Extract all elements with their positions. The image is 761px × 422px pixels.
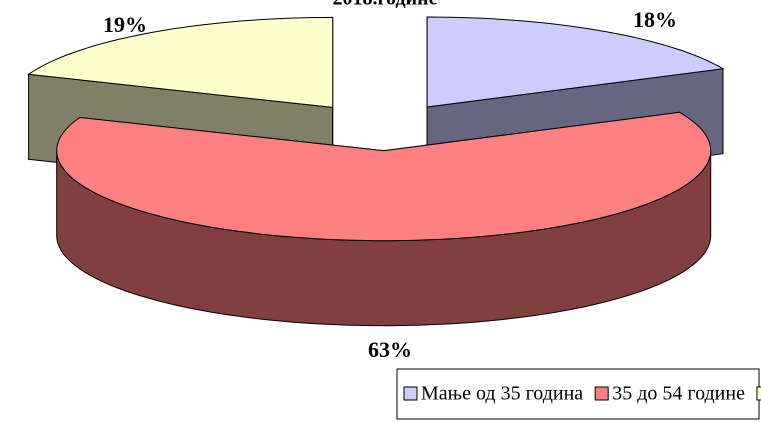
legend-box bbox=[396, 368, 760, 420]
legend-swatch bbox=[403, 386, 418, 401]
data-label: 18% bbox=[633, 7, 677, 32]
legend-label: Мање од 35 година bbox=[421, 383, 583, 405]
legend-swatch bbox=[756, 386, 761, 401]
legend-swatch bbox=[594, 386, 609, 401]
legend-label: 35 до 54 године bbox=[612, 383, 745, 405]
slice-top bbox=[56, 111, 712, 242]
slice bbox=[56, 111, 712, 327]
slice-top bbox=[27, 16, 334, 108]
slice-top bbox=[426, 16, 725, 108]
data-label: 63% bbox=[368, 337, 412, 362]
chart-title: 2018.године bbox=[332, 0, 437, 10]
data-label: 19% bbox=[103, 12, 147, 37]
